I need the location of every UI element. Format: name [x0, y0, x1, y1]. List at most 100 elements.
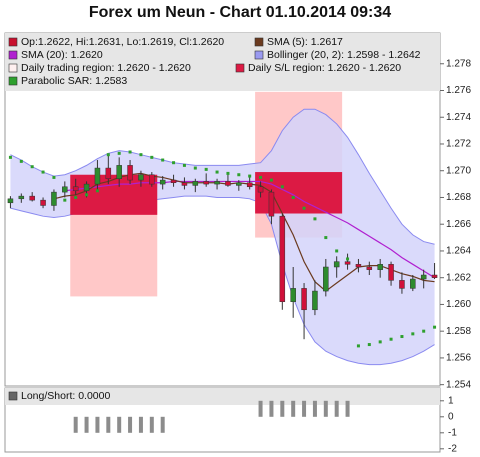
sar-dot	[139, 153, 143, 157]
legend-swatch	[254, 37, 264, 47]
candle-body	[29, 195, 35, 201]
sar-dot	[63, 198, 67, 202]
y-tick-label: 1.276	[446, 85, 471, 96]
candle-body	[214, 181, 220, 185]
bar	[84, 416, 89, 433]
sar-dot	[182, 163, 186, 167]
sar-dot	[411, 332, 415, 336]
candle-body	[51, 191, 57, 206]
sar-dot	[259, 175, 263, 179]
y-tick-label: 1.266	[446, 219, 471, 230]
sar-dot	[172, 161, 176, 165]
legend-label: SMA (20): 1.2620	[21, 49, 103, 61]
legend-box	[5, 33, 440, 91]
legend-swatch	[8, 391, 18, 401]
bar	[345, 400, 350, 417]
sar-dot	[389, 337, 393, 341]
legend-label: SMA (5): 1.2617	[267, 36, 343, 48]
legend-label: Bollinger (20, 2): 1.2598 - 1.2642	[267, 49, 421, 61]
y-tick-label: 1.262	[446, 272, 471, 283]
candle-body	[159, 179, 166, 185]
sar-dot	[74, 195, 78, 199]
candle-body	[431, 274, 438, 278]
sar-dot	[422, 329, 426, 333]
sar-dot	[95, 189, 99, 193]
bar	[95, 416, 100, 433]
candle-body	[410, 278, 416, 289]
candle-body	[181, 182, 188, 186]
candle-body	[18, 195, 25, 200]
bar	[128, 416, 133, 433]
y-tick-label: 1.278	[446, 58, 471, 69]
bar	[149, 416, 154, 433]
candle-body	[116, 165, 122, 179]
sar-dot	[85, 193, 89, 197]
candle-body	[257, 186, 264, 193]
sar-dot	[302, 206, 306, 210]
candle-body	[225, 181, 231, 186]
sar-dot	[106, 153, 110, 157]
sar-dot	[356, 344, 360, 348]
bar	[312, 400, 317, 417]
legend-label: Op:1.2622, Hi:1.2631, Lo:1.2619, Cl:1.26…	[21, 36, 224, 48]
sar-dot	[378, 340, 382, 344]
candle-body	[94, 167, 101, 185]
bar	[291, 400, 296, 417]
candle-body	[279, 215, 286, 303]
candle-body	[355, 264, 362, 268]
bar	[334, 400, 339, 417]
sar-dot	[215, 170, 219, 174]
legend-label: Parabolic SAR: 1.2583	[21, 75, 127, 87]
bar	[269, 400, 274, 417]
candle-body	[301, 288, 307, 311]
sar-dot	[324, 236, 328, 240]
candle-body	[149, 174, 155, 185]
lower-legend-box	[5, 388, 440, 405]
legend-swatch	[235, 63, 245, 73]
sar-dot	[346, 257, 350, 261]
sar-dot	[41, 170, 45, 174]
legend-swatch	[8, 76, 18, 86]
sar-dot	[367, 343, 371, 347]
candle-body	[192, 181, 199, 186]
candle-body	[399, 280, 405, 289]
sar-dot	[117, 151, 121, 155]
sar-dot	[291, 195, 295, 199]
candle-body	[62, 186, 68, 193]
chart-title: Forex um Neun - Chart 01.10.2014 09:34	[89, 4, 391, 21]
candle-body	[312, 290, 318, 311]
legend-label: Long/Short: 0.0000	[21, 390, 110, 402]
y-tick-label: -2	[448, 443, 457, 454]
y-tick-label: 1.254	[446, 379, 471, 390]
candle-body	[170, 179, 177, 184]
candle-body	[366, 266, 373, 270]
candle-body	[105, 167, 112, 179]
candle-body	[246, 182, 253, 188]
bar	[258, 400, 263, 417]
bar	[73, 416, 78, 433]
candle-body	[7, 198, 14, 204]
y-tick-label: -1	[448, 427, 457, 438]
bar	[138, 416, 143, 433]
y-tick-label: 1.264	[446, 246, 471, 257]
sar-dot	[193, 166, 197, 170]
sar-dot	[8, 155, 12, 159]
candle-body	[203, 181, 209, 185]
legend-swatch	[8, 50, 18, 60]
candle-body	[323, 266, 329, 292]
y-tick-label: 1.270	[446, 165, 471, 176]
sar-dot	[52, 175, 56, 179]
bar	[117, 416, 122, 433]
candle-body	[236, 182, 242, 186]
candle-body	[83, 183, 90, 192]
sar-dot	[335, 249, 339, 253]
bar	[280, 400, 285, 417]
sar-dot	[226, 171, 230, 175]
candle-body	[388, 264, 394, 281]
sl-region	[255, 172, 343, 214]
bar	[302, 400, 307, 417]
candle-body	[344, 261, 351, 265]
y-tick-label: 1	[448, 395, 454, 406]
sar-dot	[280, 185, 284, 189]
